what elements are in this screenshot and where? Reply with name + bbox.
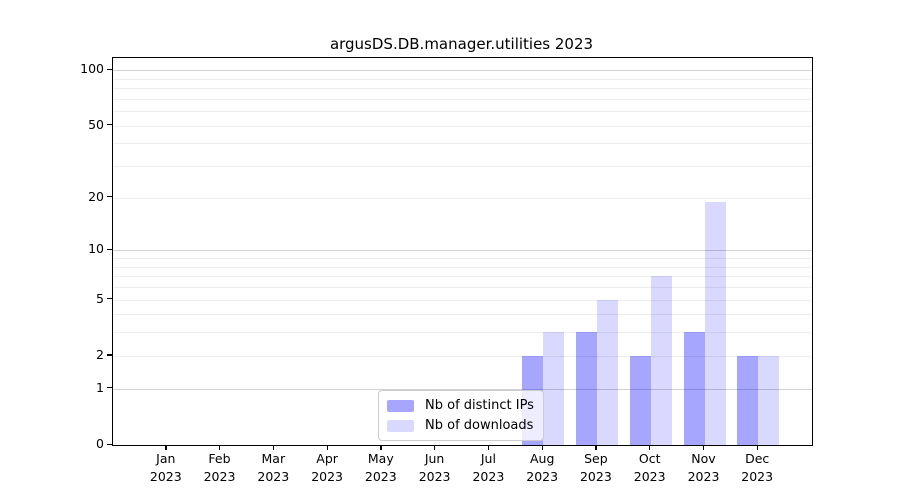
y-tick-mark: [107, 68, 112, 70]
gridline-minor: [113, 88, 812, 90]
gridlines-layer: [113, 58, 812, 445]
y-tick-mark: [107, 443, 112, 445]
x-tick-label-aug: Aug 2023: [526, 451, 559, 484]
x-tick-mark: [165, 445, 167, 450]
y-tick-mark: [107, 196, 112, 198]
bar-nov-distinct-ips: [683, 332, 705, 445]
gridline-minor: [113, 258, 812, 259]
x-tick-mark: [272, 445, 275, 450]
gridline-minor: [113, 125, 812, 127]
x-tick-mark: [541, 445, 543, 450]
bar-dec-downloads: [758, 355, 780, 445]
y-tick-mark: [107, 354, 112, 356]
y-tick-mark: [107, 248, 112, 251]
y-tick-label: 0: [96, 436, 104, 451]
chart-title: argusDS.DB.manager.utilities 2023: [329, 35, 594, 53]
gridline-minor: [113, 166, 812, 168]
y-tick-label: 1: [96, 379, 104, 395]
gridline-major: [113, 388, 812, 390]
gridline-minor: [113, 111, 812, 113]
x-tick-label-apr: Apr 2023: [311, 451, 343, 484]
legend-label: Nb of downloads: [425, 418, 534, 433]
y-tick-label: 50: [88, 116, 104, 132]
x-tick-label-jan: Jan 2023: [149, 451, 182, 484]
gridline-minor: [113, 299, 812, 301]
x-tick-mark: [595, 445, 597, 450]
legend: Nb of distinct IPs Nb of downloads: [378, 390, 544, 441]
gridline-minor: [113, 287, 812, 288]
legend-swatch-downloads: [387, 419, 414, 432]
gridline-major: [113, 70, 812, 72]
bar-sep-downloads: [596, 299, 618, 445]
x-tick-mark: [219, 445, 221, 450]
y-tick-label: 5: [96, 290, 104, 306]
x-tick-label-may: May 2023: [364, 451, 397, 484]
x-tick-label-mar: Mar 2023: [257, 451, 290, 484]
gridline-minor: [113, 78, 812, 80]
y-tick-label: 2: [96, 346, 104, 362]
x-tick-mark: [434, 445, 436, 450]
y-tick-mark: [107, 124, 112, 126]
x-tick-mark: [487, 445, 490, 450]
gridline-minor: [113, 197, 812, 199]
bar-aug-downloads: [543, 332, 565, 445]
x-tick-label-jul: Jul 2023: [472, 451, 505, 484]
gridline-minor: [113, 314, 812, 316]
legend-item-distinct-ips: Nb of distinct IPs: [387, 398, 534, 413]
x-tick-mark: [703, 445, 705, 450]
plot-area: Nb of distinct IPs Nb of downloads: [112, 57, 813, 446]
gridline-minor: [113, 276, 812, 278]
bar-oct-distinct-ips: [629, 355, 651, 445]
x-tick-label-oct: Oct 2023: [633, 451, 666, 484]
x-tick-mark: [380, 445, 382, 450]
x-tick-label-dec: Dec 2023: [741, 451, 774, 484]
x-tick-mark: [756, 445, 758, 450]
x-tick-label-feb: Feb 2023: [203, 451, 236, 484]
y-tick-label: 100: [80, 61, 104, 77]
x-tick-label-nov: Nov 2023: [687, 451, 720, 484]
bar-nov-downloads: [704, 201, 726, 445]
x-tick-label-sep: Sep 2023: [579, 451, 612, 484]
y-tick-label: 20: [88, 188, 104, 204]
gridline-major: [113, 250, 812, 252]
legend-label: Nb of distinct IPs: [425, 398, 534, 413]
x-tick-mark: [326, 445, 328, 450]
y-tick-mark: [107, 298, 112, 300]
y-tick-mark: [107, 387, 112, 389]
x-tick-mark: [649, 445, 651, 450]
gridline-minor: [113, 355, 812, 357]
legend-item-downloads: Nb of downloads: [387, 418, 534, 433]
gridline-minor: [113, 98, 812, 100]
y-tick-label: 10: [88, 241, 104, 257]
bar-dec-distinct-ips: [737, 355, 759, 445]
bar-oct-downloads: [650, 276, 672, 445]
legend-swatch-distinct-ips: [387, 399, 414, 412]
gridline-minor: [113, 266, 812, 268]
x-tick-label-jun: Jun 2023: [418, 451, 451, 484]
gridline-minor: [113, 143, 812, 145]
gridline-minor: [113, 332, 812, 334]
bar-sep-distinct-ips: [575, 332, 597, 445]
